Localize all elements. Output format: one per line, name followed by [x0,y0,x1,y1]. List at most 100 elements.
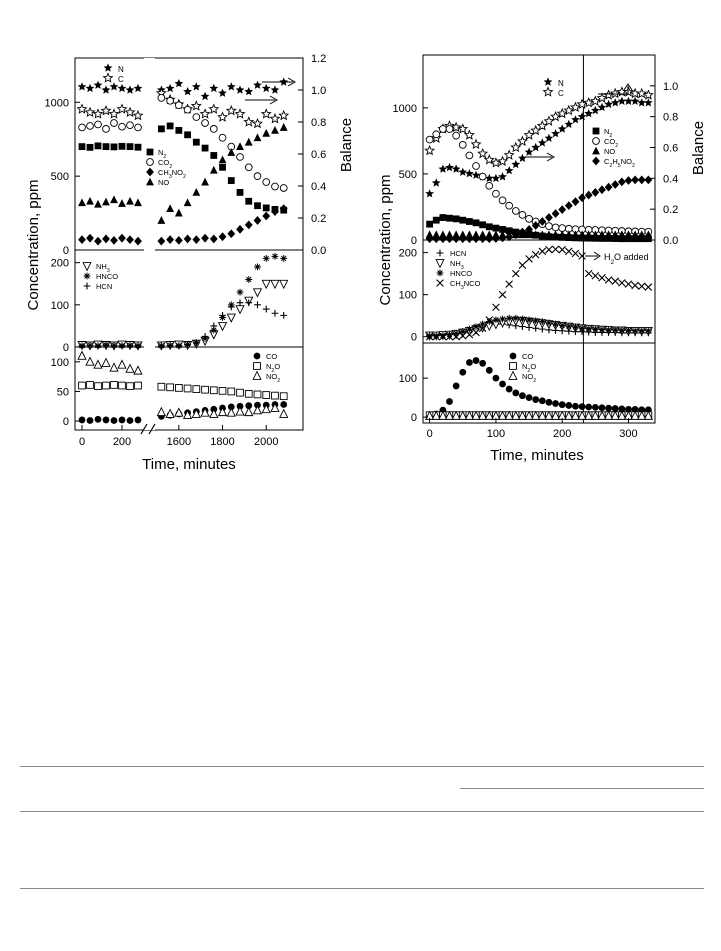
point-no2 [577,410,587,420]
point-c2h5no2 [564,201,573,211]
point-n [174,79,184,88]
point-hnco [618,326,626,334]
legend-label: C [118,75,124,84]
point-no [478,230,487,239]
point-n2o [236,388,244,397]
point-co [552,400,559,407]
x-tick-label: 2000 [254,436,278,448]
point-co [110,417,118,424]
point-no2 [252,405,263,415]
point-no [271,125,279,134]
point-ch3nco [518,261,527,270]
point-c [278,109,290,121]
point-co [227,403,235,411]
point-co [618,405,626,413]
legend-marker [102,72,114,83]
point-hnco [245,276,253,283]
point-co [118,416,126,424]
point-n [125,85,135,94]
panel-left-top [76,77,290,246]
point-hcn [166,342,174,350]
point-no [525,230,533,239]
right-y2label: Balance [690,121,707,175]
point-no2 [550,410,561,420]
point-no [218,155,227,164]
point-no2 [261,403,271,414]
point-no2 [484,410,494,420]
point-n2 [485,223,493,231]
point-hnco [446,331,453,338]
point-nh3 [226,313,236,323]
point-c2h5no2 [598,185,606,195]
point-ch3no2 [192,235,201,245]
point-no2 [101,357,111,367]
point-n [584,109,594,118]
point-no [617,230,626,239]
point-c [124,106,136,118]
point-co2 [183,105,192,114]
legend-marker [436,279,444,287]
point-no [118,199,126,207]
point-n2 [479,221,487,229]
point-c [251,117,264,129]
y-tick-label: 1000 [45,97,69,109]
point-n2 [118,142,126,150]
legend-marker [542,86,554,97]
point-n2 [184,131,191,139]
point-no [445,230,454,239]
point-no2 [174,407,184,417]
legend-marker [435,259,445,269]
point-hnco [598,326,606,333]
point-ch3nco [439,332,447,341]
arrow-up-right [598,83,633,95]
point-no [571,230,580,239]
point-ch3nco [512,269,520,278]
point-co [519,392,526,400]
point-no2 [464,410,475,420]
point-n [117,83,127,93]
point-n [577,112,587,121]
point-hnco [532,317,540,325]
point-no2 [226,407,236,417]
point-n2o [166,383,174,392]
point-n2 [78,143,86,151]
point-ch3nco [624,280,633,288]
point-co [280,401,288,408]
point-no [279,123,288,131]
point-co2 [166,96,174,105]
point-co [485,366,493,374]
x-tick-label: 300 [619,428,637,440]
point-n2 [166,122,174,130]
legend-marker [146,177,154,186]
point-no2 [451,410,461,420]
point-hnco [591,325,599,333]
point-hcn [184,341,191,349]
point-c2h5no2 [465,234,474,244]
point-n [471,170,481,179]
point-co2 [86,122,94,130]
y2-tick-label: 0.2 [663,204,678,216]
series-hnco [426,314,652,340]
point-no2 [478,410,488,420]
point-n [183,87,192,96]
y-tick-label: 500 [399,169,417,181]
y-tick-label: 100 [51,300,69,312]
point-no2 [431,410,441,420]
point-hnco [512,314,520,322]
point-ch3nco [591,271,600,280]
point-c2h5no2 [538,217,547,226]
point-c [269,113,281,124]
point-ch3no2 [183,234,192,244]
y-tick-label: 100 [51,357,69,369]
legend-marker [146,148,154,156]
point-n2o [174,384,183,392]
point-co [78,416,86,424]
point-co2 [511,207,520,215]
point-no2 [217,406,228,417]
point-ch3no2 [271,207,279,216]
point-co2 [192,113,201,121]
point-no2 [637,410,647,420]
point-hcn [280,311,288,319]
legend-label: CO [522,352,533,361]
legend-marker [253,352,261,360]
